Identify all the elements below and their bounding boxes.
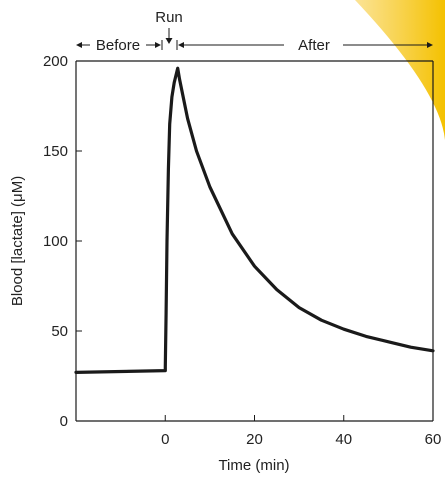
phase-label-after: After (298, 37, 330, 54)
y-tick-label: 100 (43, 233, 68, 250)
x-axis-title: Time (min) (218, 457, 289, 474)
y-axis-title: Blood [lactate] (μM) (9, 176, 26, 306)
phase-label-run: Run (155, 9, 183, 26)
y-tick-label: 50 (51, 323, 68, 340)
phase-annotations: Run Before After (76, 9, 433, 54)
series-line-lactate (74, 66, 435, 374)
x-tick-label: 40 (335, 431, 352, 448)
before-left-arrowhead (76, 42, 82, 48)
run-arrow-head (165, 38, 173, 44)
after-right-arrowhead (427, 42, 433, 48)
y-tick-label: 0 (60, 413, 68, 430)
before-right-arrowhead (155, 42, 161, 48)
after-left-arrowhead (178, 42, 184, 48)
phase-label-before: Before (96, 37, 140, 54)
x-tick-label: 60 (425, 431, 442, 448)
x-tick-label: 20 (246, 431, 263, 448)
y-ticks: 0 50 100 150 200 (43, 53, 82, 430)
y-tick-label: 200 (43, 53, 68, 70)
x-ticks: 0 20 40 60 (161, 415, 441, 448)
watermark-arc (355, 0, 445, 140)
y-tick-label: 150 (43, 143, 68, 160)
x-tick-label: 0 (161, 431, 169, 448)
